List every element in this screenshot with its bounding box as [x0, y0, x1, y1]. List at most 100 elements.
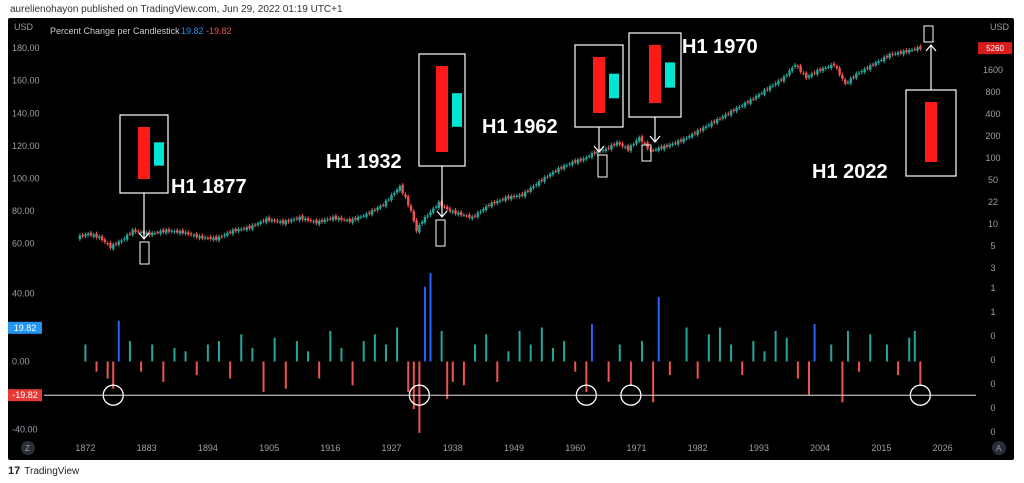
candle-body	[535, 184, 538, 186]
bottom-right-mark: A	[996, 444, 1002, 453]
candle-body	[610, 144, 613, 150]
candle-body	[323, 219, 326, 222]
change-bar	[908, 337, 911, 362]
candle-body	[754, 96, 758, 100]
change-bar	[919, 361, 922, 386]
candle-body	[262, 220, 265, 222]
change-bar	[184, 351, 187, 362]
candle-body	[843, 79, 847, 84]
x-tick-label: 2015	[871, 443, 891, 453]
zoom-candle-cyan	[665, 62, 675, 88]
candle-body	[150, 232, 154, 236]
candle-body	[462, 214, 466, 216]
candle-body	[568, 163, 571, 165]
candle-body	[170, 230, 173, 232]
annotation-label: H1 2022	[812, 161, 888, 183]
bottom-left-mark-circle[interactable]	[21, 441, 35, 455]
candle-body	[454, 210, 457, 214]
candle-body	[362, 215, 365, 217]
tradingview-logo-text: TradingView	[24, 465, 80, 477]
chart-frame[interactable]: USD USD Percent Change per Candlestick 1…	[8, 18, 1014, 460]
change-bar	[173, 347, 176, 362]
change-bar	[808, 361, 811, 396]
candle-body	[298, 216, 301, 221]
right-indicator-label: 0	[990, 379, 995, 389]
candle-body	[128, 233, 132, 235]
change-bar	[869, 334, 872, 362]
change-bar	[128, 341, 131, 362]
currency-right: USD	[990, 22, 1010, 32]
candle-body	[187, 232, 190, 235]
change-bar	[518, 330, 521, 362]
candle-body	[663, 145, 666, 150]
change-bar	[618, 344, 621, 362]
x-tick-label: 1971	[626, 443, 646, 453]
change-bar	[206, 344, 209, 362]
candle-body	[482, 209, 485, 211]
candle-body	[749, 99, 752, 104]
highlight-circle	[909, 384, 931, 406]
change-bar	[195, 361, 198, 376]
candle-body	[131, 229, 134, 235]
candle-body	[529, 187, 532, 192]
candle-body	[259, 221, 262, 224]
candle-body	[546, 176, 549, 178]
candle-body	[626, 145, 630, 151]
candle-body	[368, 212, 371, 214]
change-bar	[440, 330, 443, 362]
arrow-head	[593, 145, 605, 153]
candle-body	[913, 49, 916, 51]
chart-canvas[interactable]: USD USD Percent Change per Candlestick 1…	[8, 18, 1014, 460]
change-bar	[741, 361, 744, 376]
candle-body	[690, 134, 694, 138]
x-tick-label: 1982	[688, 443, 708, 453]
zoom-candle-red	[436, 66, 448, 152]
zoom-candle-cyan	[154, 142, 164, 166]
upper-y-tick-label: 160.00	[12, 76, 40, 86]
candle-body	[287, 220, 290, 222]
candle-body	[420, 221, 424, 224]
bottom-right-mark-circle[interactable]	[992, 441, 1006, 455]
currency-left: USD	[14, 22, 34, 32]
candle-body	[153, 233, 157, 235]
right-axis-label: 200	[985, 131, 1000, 141]
candle-body	[395, 189, 399, 193]
indicator-title: Percent Change per Candlestick	[50, 26, 180, 36]
candle-body	[476, 212, 480, 217]
change-bar	[507, 351, 510, 362]
candle-body	[607, 147, 610, 149]
candle-body	[295, 218, 299, 220]
candle-body	[139, 231, 143, 233]
x-tick-label: 1905	[259, 443, 279, 453]
candle-body	[899, 51, 903, 54]
candle-body	[802, 72, 805, 74]
candle-body	[816, 69, 819, 75]
candle-body	[329, 218, 332, 220]
x-tick-label: 1927	[382, 443, 402, 453]
candle-body	[359, 216, 363, 218]
candle-body	[434, 206, 438, 208]
candle-body	[863, 68, 866, 73]
change-bar	[496, 361, 499, 382]
candle-body	[89, 232, 93, 236]
change-bar	[574, 361, 577, 372]
candle-body	[554, 170, 557, 172]
right-axis-label: 10	[988, 219, 998, 229]
change-bar	[730, 344, 733, 362]
candle-body	[560, 167, 563, 169]
candle-body	[301, 215, 304, 220]
candle-body	[896, 52, 900, 55]
candle-body	[309, 220, 313, 222]
change-bar	[95, 361, 98, 372]
right-axis-label: 50	[988, 175, 998, 185]
candle-body	[117, 241, 120, 245]
candle-body	[284, 220, 287, 225]
candle-body	[813, 72, 816, 74]
change-bar	[217, 341, 220, 362]
candle-body	[654, 149, 658, 151]
candle-body	[317, 220, 321, 225]
tradingview-logo[interactable]: 17 TradingView	[8, 465, 79, 477]
zoom-candle-cyan	[609, 73, 619, 99]
highlight-box	[435, 219, 446, 247]
candle-body	[582, 158, 585, 161]
